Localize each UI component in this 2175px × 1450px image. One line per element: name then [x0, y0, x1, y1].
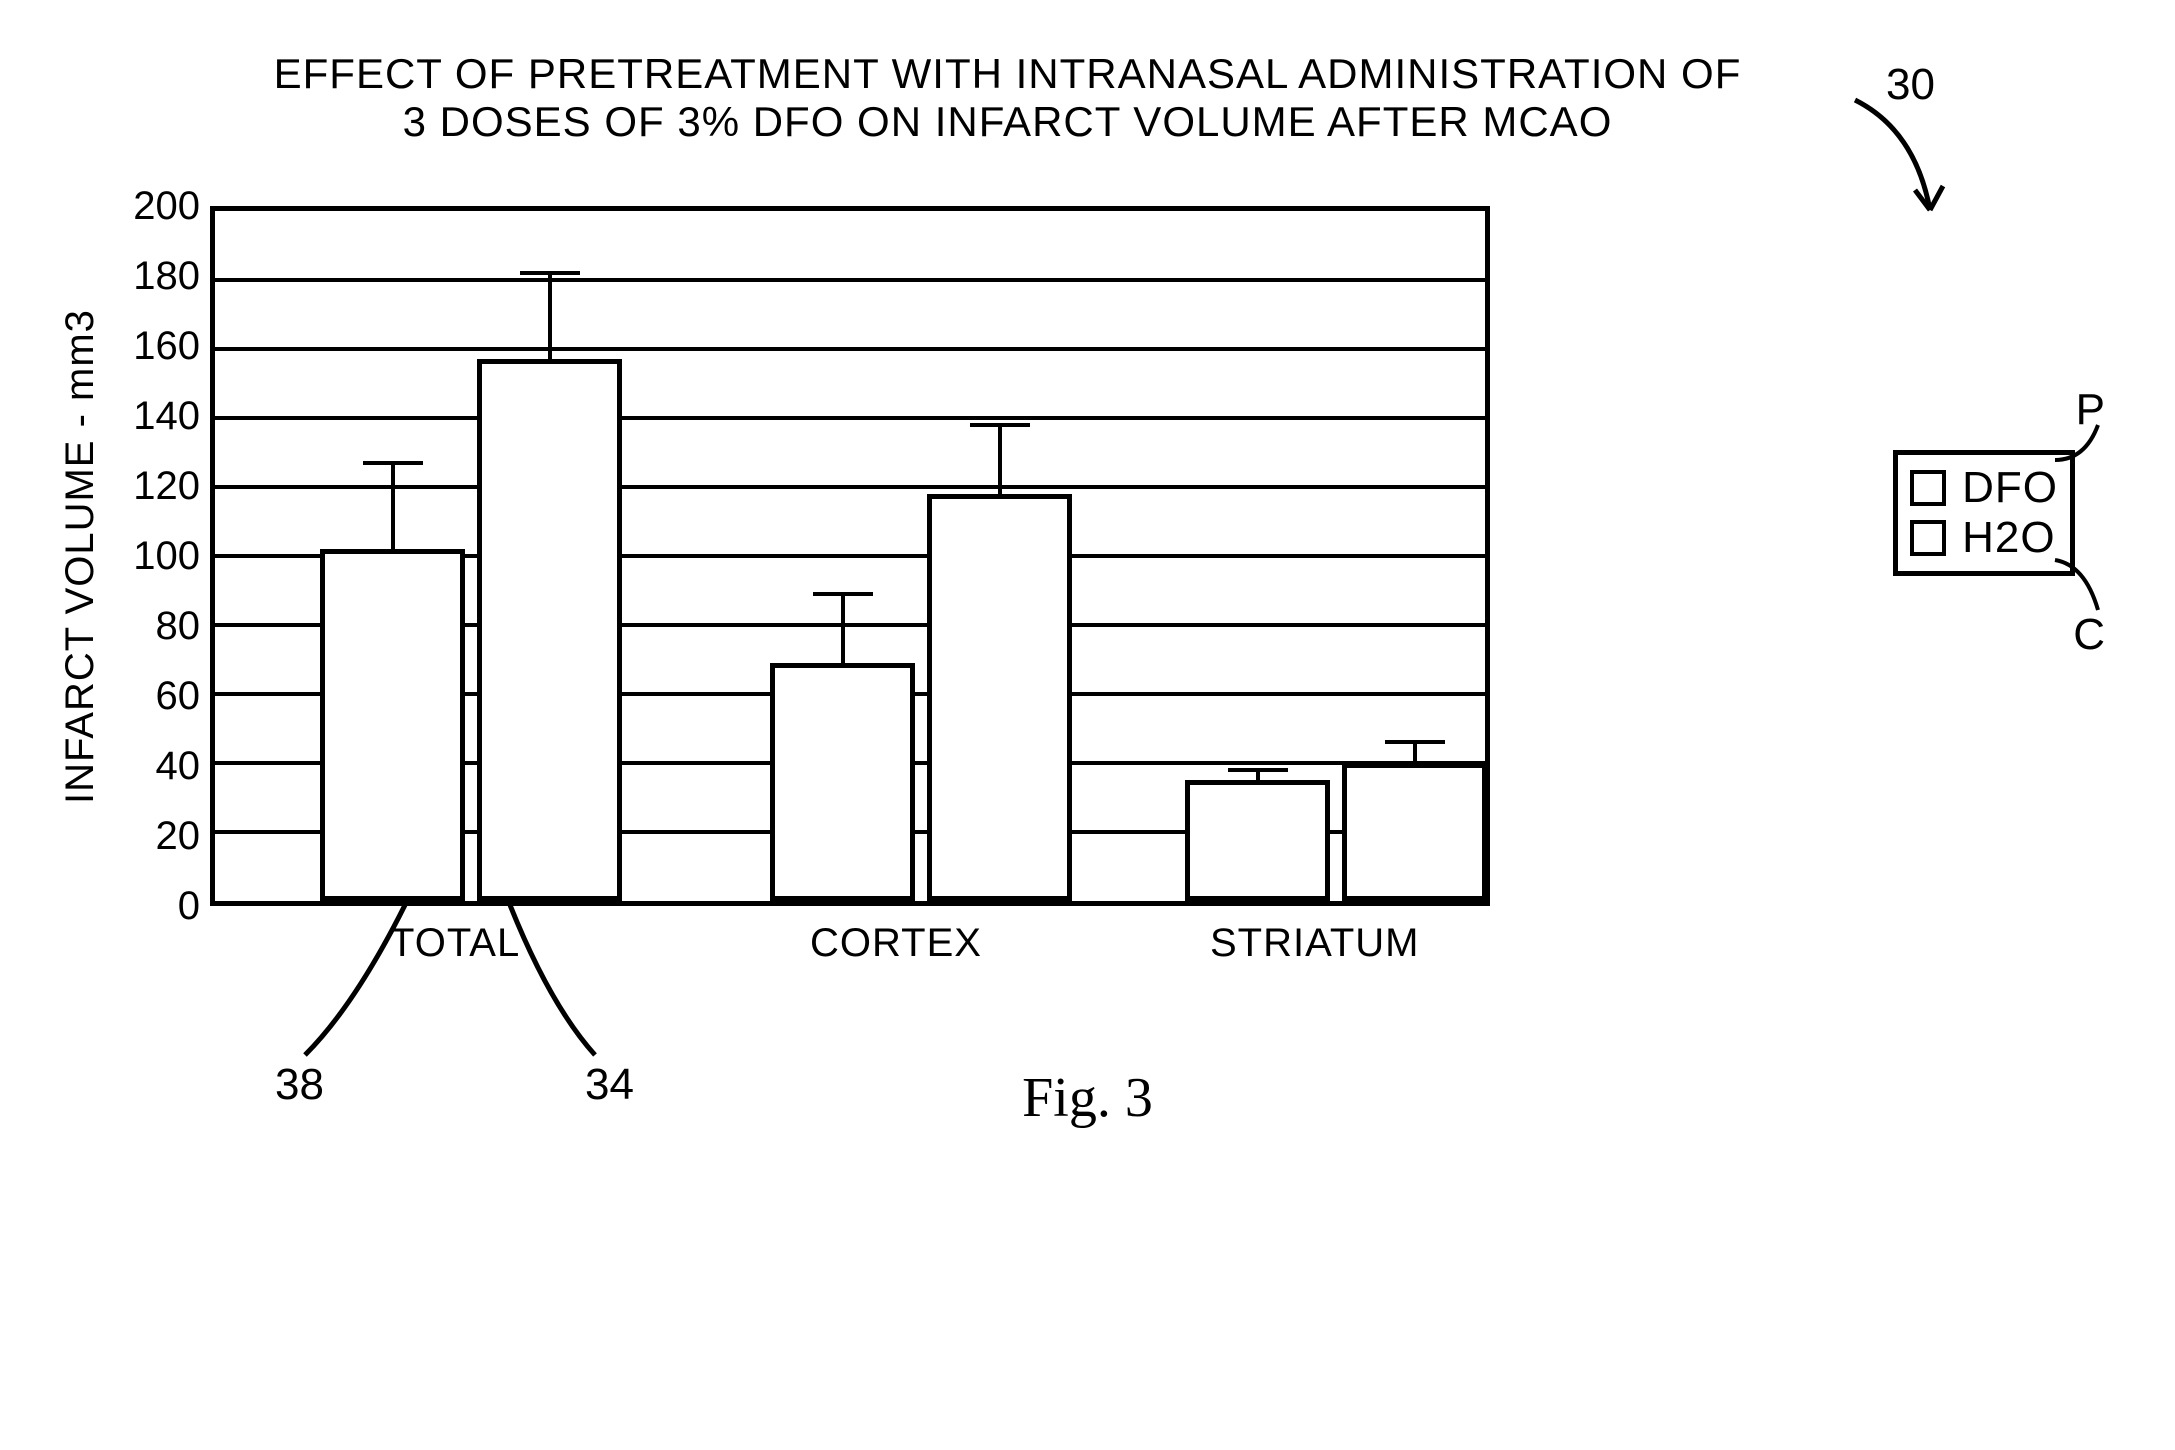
y-axis-label: INFARCT VOLUME - mm3 [58, 309, 103, 804]
error-stem [841, 592, 845, 668]
leader-P [2050, 420, 2110, 470]
legend-label-h2o: H2O [1962, 513, 2055, 563]
grid-line [215, 347, 1485, 351]
error-stem [548, 271, 552, 364]
error-cap-lower [1258, 781, 1298, 785]
chart-row: INFARCT VOLUME - mm3 200 180 160 140 120… [40, 206, 2135, 906]
error-cap-lower [1415, 764, 1455, 768]
bar-cortex-dfo [770, 663, 915, 901]
legend-label-dfo: DFO [1962, 463, 2058, 513]
leader-38 [285, 905, 415, 1065]
error-cap [520, 271, 580, 275]
legend-item-dfo: DFO [1910, 463, 2058, 513]
ytick-column: 200 180 160 140 120 100 80 60 40 20 0 [120, 206, 210, 906]
grid-line [215, 485, 1485, 489]
error-cap [1228, 768, 1288, 772]
bar-striatum-dfo [1185, 780, 1330, 901]
grid-line [215, 278, 1485, 282]
error-cap-lower [393, 550, 433, 554]
error-stem [998, 423, 1002, 499]
legend-item-h2o: H2O [1910, 513, 2058, 563]
grid-line [215, 416, 1485, 420]
arrow-30 [1835, 90, 1955, 250]
annotation-34: 34 [585, 1060, 634, 1110]
annotation-38: 38 [275, 1060, 324, 1110]
leader-C [2050, 555, 2110, 615]
xlabel-cortex: CORTEX [810, 921, 982, 966]
error-cap [970, 423, 1030, 427]
title-line-2: 3 DOSES OF 3% DFO ON INFARCT VOLUME AFTE… [160, 98, 1855, 146]
chart-title: EFFECT OF PRETREATMENT WITH INTRANASAL A… [160, 50, 1855, 146]
figure-container: EFFECT OF PRETREATMENT WITH INTRANASAL A… [40, 50, 2135, 1410]
bar-total-dfo [320, 549, 465, 901]
leader-34 [500, 905, 620, 1065]
ylabel-wrap: INFARCT VOLUME - mm3 [40, 206, 120, 906]
plot-area [210, 206, 1490, 906]
bar-striatum-h2o [1342, 763, 1487, 901]
error-stem [391, 461, 395, 554]
bar-total-h2o [477, 359, 622, 901]
legend-swatch-icon [1910, 470, 1946, 506]
figure-caption: Fig. 3 [40, 1066, 2135, 1130]
error-cap-lower [550, 360, 590, 364]
error-cap [1385, 740, 1445, 744]
annotation-C: C [2073, 610, 2105, 660]
bar-cortex-h2o [927, 494, 1072, 901]
legend-box: DFO H2O [1893, 450, 2075, 576]
error-cap-lower [1000, 495, 1040, 499]
title-line-1: EFFECT OF PRETREATMENT WITH INTRANASAL A… [160, 50, 1855, 98]
legend-swatch-icon [1910, 520, 1946, 556]
error-cap [363, 461, 423, 465]
error-cap [813, 592, 873, 596]
error-cap-lower [843, 664, 883, 668]
xlabel-striatum: STRIATUM [1210, 921, 1419, 966]
